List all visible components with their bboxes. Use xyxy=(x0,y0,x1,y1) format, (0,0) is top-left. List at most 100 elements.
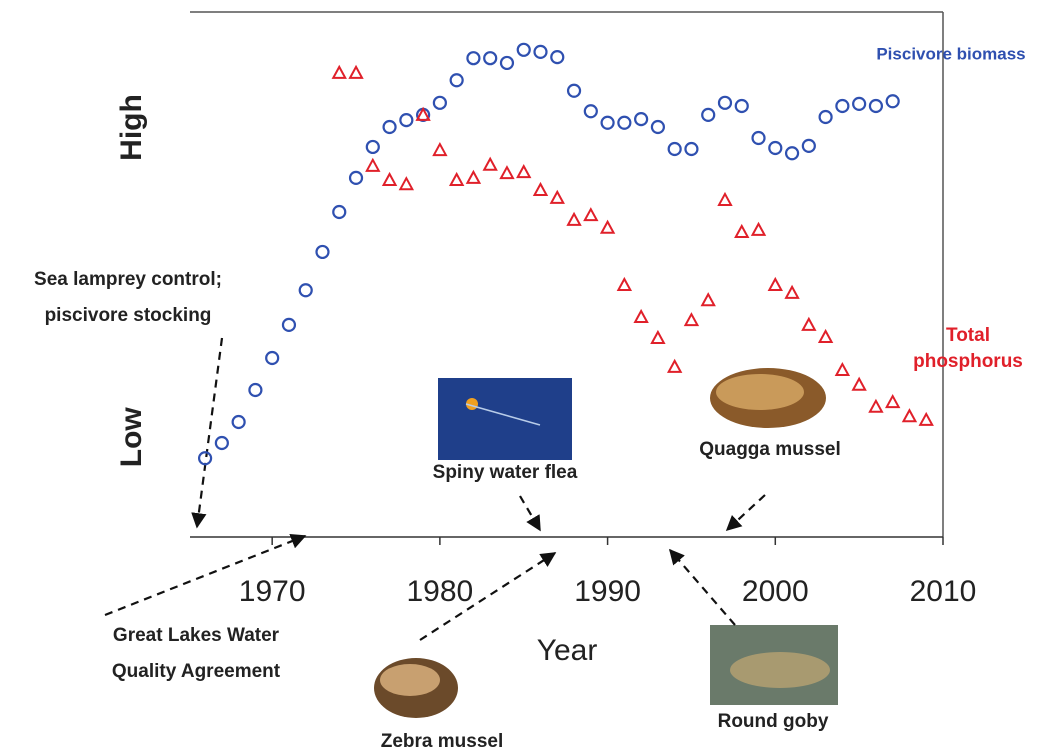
point xyxy=(717,191,733,206)
point xyxy=(448,171,465,186)
quagga-mussel-image xyxy=(710,368,826,428)
point xyxy=(801,316,817,331)
point xyxy=(683,312,700,327)
point xyxy=(616,276,633,291)
point xyxy=(499,55,515,71)
point xyxy=(885,94,900,109)
point xyxy=(667,141,682,157)
point xyxy=(381,171,398,186)
point xyxy=(701,107,716,123)
annotation: Zebra mussel xyxy=(381,731,504,752)
annotation: Quality Agreement xyxy=(112,661,281,682)
point xyxy=(818,109,833,125)
frame xyxy=(190,11,944,538)
point xyxy=(599,219,616,234)
point xyxy=(432,95,447,110)
point xyxy=(532,181,549,196)
point xyxy=(700,292,716,307)
point xyxy=(516,164,532,179)
point xyxy=(566,83,582,98)
annotation: Spiny water flea xyxy=(433,462,578,483)
point xyxy=(650,119,665,135)
point xyxy=(298,283,313,298)
x-tick-label: 2010 xyxy=(910,575,977,608)
point xyxy=(499,165,515,180)
arrows xyxy=(104,337,766,641)
point xyxy=(365,157,381,172)
point xyxy=(885,393,901,409)
annotation: Sea lamprey control; xyxy=(34,269,222,290)
point xyxy=(784,146,800,161)
point xyxy=(734,223,750,238)
point xyxy=(549,189,565,204)
point xyxy=(650,329,666,345)
point xyxy=(801,138,816,153)
x-tick-label: 1970 xyxy=(239,575,306,608)
zebra-mussel-image xyxy=(374,658,458,718)
point xyxy=(465,169,482,184)
point xyxy=(717,95,733,110)
point xyxy=(817,328,834,343)
y-tick-label: High xyxy=(115,94,148,161)
point xyxy=(767,276,783,291)
point xyxy=(449,73,464,88)
point xyxy=(751,130,766,146)
point xyxy=(617,115,632,130)
annotation: Quagga mussel xyxy=(699,439,841,460)
round-goby-image xyxy=(710,625,838,705)
x-tick-label: 1990 xyxy=(574,575,641,608)
annotation: Round goby xyxy=(718,711,829,732)
point xyxy=(583,207,599,222)
point xyxy=(852,96,867,111)
point xyxy=(600,115,615,130)
point xyxy=(868,98,884,114)
point xyxy=(750,221,767,236)
x-axis-label: Year xyxy=(537,634,598,667)
point xyxy=(399,113,414,128)
series-label: phosphorus xyxy=(913,351,1023,372)
point xyxy=(666,358,683,373)
point xyxy=(533,44,548,60)
point xyxy=(550,50,565,65)
point xyxy=(265,350,280,366)
point xyxy=(315,244,330,260)
point xyxy=(483,51,498,66)
point xyxy=(248,382,263,398)
point xyxy=(634,111,649,127)
point xyxy=(566,211,582,226)
point xyxy=(398,176,415,191)
series-label: Total xyxy=(946,325,990,346)
point xyxy=(466,51,481,66)
point xyxy=(918,411,934,426)
point xyxy=(482,156,498,171)
point xyxy=(197,451,213,466)
point xyxy=(432,141,448,157)
point xyxy=(331,64,347,79)
point xyxy=(768,140,783,156)
series-label: Piscivore biomass xyxy=(876,44,1025,63)
point xyxy=(734,98,749,114)
point xyxy=(382,119,397,135)
point xyxy=(281,317,297,332)
point xyxy=(214,435,229,451)
point xyxy=(835,98,850,114)
point xyxy=(332,204,347,220)
point xyxy=(851,376,867,391)
point xyxy=(415,106,431,121)
annotation: piscivore stocking xyxy=(45,305,212,326)
y-tick-label: Low xyxy=(115,407,148,468)
spiny-water-flea-image xyxy=(438,378,572,460)
point xyxy=(348,170,364,185)
point xyxy=(784,284,800,299)
point xyxy=(834,361,851,377)
point xyxy=(868,398,884,413)
point xyxy=(231,414,246,430)
point xyxy=(365,139,380,155)
point xyxy=(583,104,598,119)
x-tick-label: 1980 xyxy=(407,575,474,608)
point xyxy=(684,141,699,157)
point xyxy=(633,308,649,324)
x-tick-label: 2000 xyxy=(742,575,809,608)
